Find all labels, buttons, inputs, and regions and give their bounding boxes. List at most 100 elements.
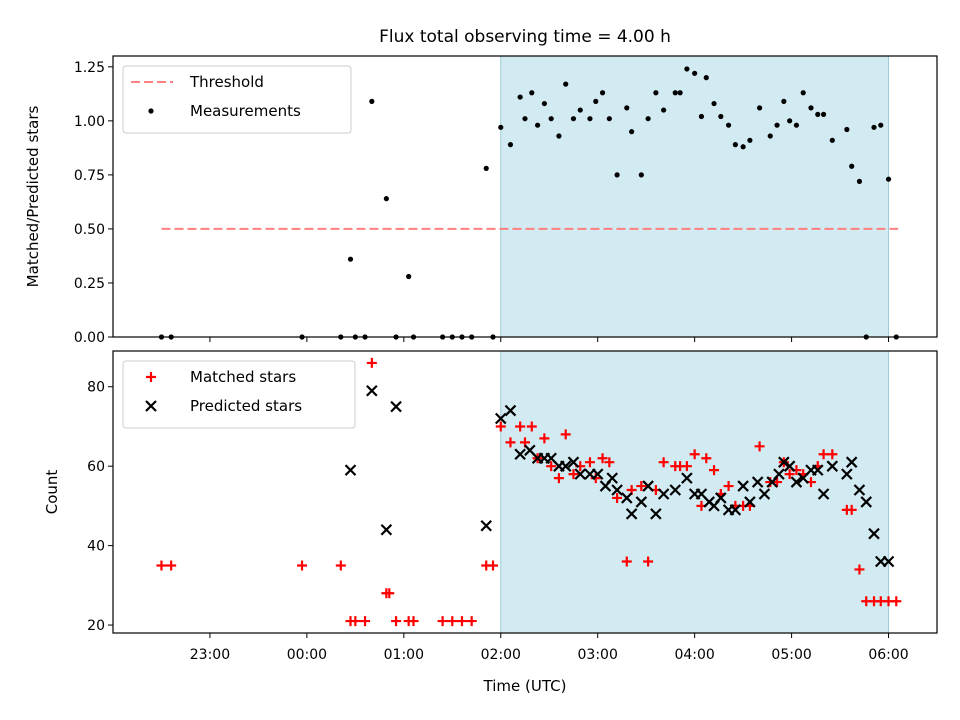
predicted-star-point [841,468,853,480]
matched-star-point [723,481,734,492]
matched-star-point [818,449,829,460]
axes-frame [112,350,938,634]
measurement-point [711,100,717,107]
measurement-point [808,105,814,111]
legend-label: Predicted stars [190,397,302,415]
predicted-star-point [574,468,587,480]
matched-star-point [636,481,647,492]
matched-star-point [784,469,795,480]
predicted-star-point [366,384,378,397]
measurement-point [599,90,606,96]
measurement-point [529,90,535,96]
measurement-point [698,113,705,120]
predicted-star-point [567,456,580,468]
measurement-point [672,90,678,96]
matched-star-point [827,449,838,460]
measurement-point [781,98,787,104]
predicted-star-point [751,476,764,488]
legend-box [122,65,352,134]
predicted-star-point [650,508,662,520]
predicted-star-point [783,460,796,472]
legend-label: Matched stars [190,368,296,386]
matched-star-point [156,560,167,571]
predicted-star-point [729,504,742,516]
predicted-star-point [868,527,880,540]
measurement-point [774,122,780,128]
matched-star-point [335,560,346,571]
y-tick-label: 20 [87,618,105,634]
predicted-star-point [380,523,393,536]
measurement-point [692,70,698,76]
x-tick-label: 01:00 [384,647,424,663]
measurement-point [732,142,738,148]
measurement-point [556,133,562,139]
predicted-star-point [773,468,785,480]
predicted-star-point [737,480,749,492]
matched-star-point [466,616,477,627]
measurement-point [740,144,746,150]
matched-star-point [488,560,499,571]
y-tick-label: 0.25 [74,276,105,292]
matched-star-point [597,453,608,464]
measurement-point [587,116,593,122]
measurement-point [661,107,667,113]
x-tick-label: 05:00 [771,647,811,663]
legend-box [122,360,356,429]
measurement-point [747,137,753,143]
matched-star-point [709,465,720,476]
predicted-star-point [606,472,619,484]
predicted-star-point [635,496,648,508]
measurement-point [767,133,773,139]
matched-star-point [384,588,395,599]
measurement-point [844,126,850,133]
matched-star-point [568,469,579,480]
predicted-star-point [657,488,670,500]
measurement-point [829,137,835,143]
matched-star-point [391,616,402,627]
measurement-point [347,256,354,262]
predicted-star-point [390,400,402,413]
matched-star-point [539,433,550,444]
y-axis-label: Count [43,470,61,515]
matched-star-point [495,421,506,432]
observing-window-shade [500,55,890,338]
measurement-point [871,124,877,130]
legend: Threshold Measurements [122,65,352,134]
predicted-star-point [860,496,873,508]
matched-star-point [360,616,371,627]
matched-star-point [437,616,448,627]
matched-star-point [584,457,595,468]
matched-star-point [166,560,177,571]
legend-label: Threshold [189,73,264,91]
legend-measurement-swatch [148,108,154,114]
matched-star-point [560,429,571,440]
measurement-point [677,90,683,96]
matched-star-point [526,421,537,432]
measurement-point [849,163,855,169]
predicted-star-point [882,555,895,568]
measurement-point [725,122,732,128]
measurement-point [541,100,547,107]
y-tick-label: 0.50 [74,222,105,238]
measurement-point [593,98,599,104]
matched-star-point [681,461,692,472]
measurement-point [548,116,554,122]
matched-star-point [846,504,857,515]
measurement-point [535,122,541,128]
measurement-point [406,273,412,280]
predicted-star-point [845,456,858,468]
panel-bottom-counts: 20 40 60 80 23:00 00:00 01:00 02:00 03:00 04:00 05… [43,350,938,695]
legend: Matched stars Predicted stars [122,360,356,429]
measurement-point [815,111,821,117]
predicted-star-point [642,480,654,492]
measurement-point [383,196,389,202]
predicted-star-point [611,484,623,496]
measurement-point [885,176,892,182]
matched-star-point [350,616,361,627]
predicted-star-point [559,460,572,472]
y-tick-label: 80 [87,380,105,396]
x-tick-label: 04:00 [674,647,714,663]
legend-label: Measurements [190,102,301,120]
matched-star-point [546,461,557,472]
